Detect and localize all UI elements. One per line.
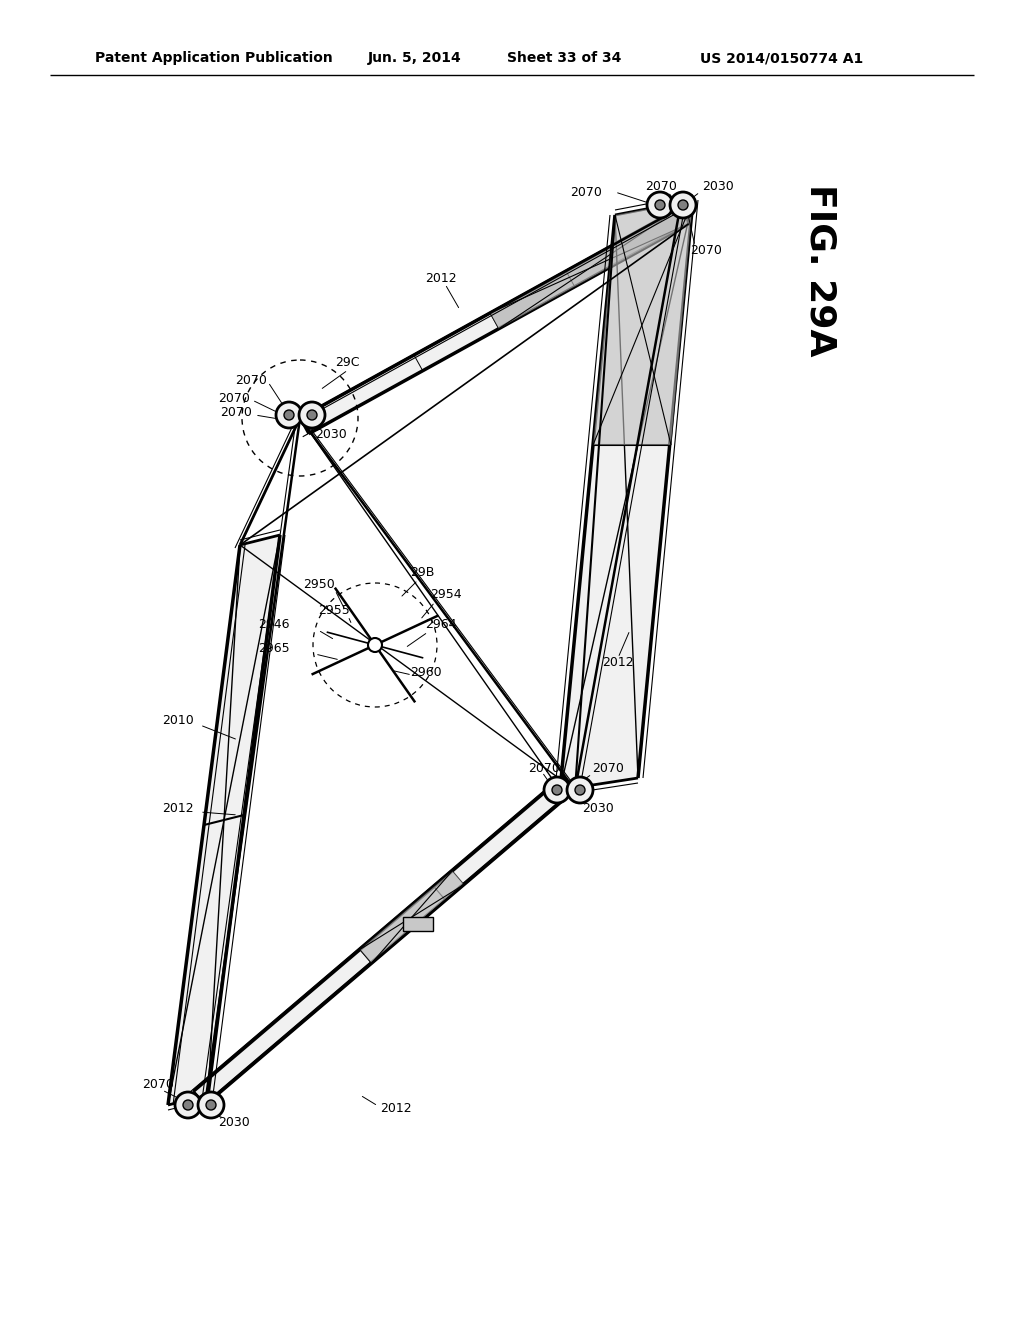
Text: 2965: 2965 (258, 642, 290, 655)
Text: 2010: 2010 (162, 714, 194, 726)
Text: Sheet 33 of 34: Sheet 33 of 34 (507, 51, 622, 65)
Circle shape (307, 411, 317, 420)
Circle shape (678, 201, 688, 210)
Text: 2954: 2954 (430, 589, 462, 602)
Circle shape (575, 785, 585, 795)
Text: 2030: 2030 (582, 801, 613, 814)
Circle shape (655, 201, 665, 210)
Circle shape (198, 1092, 224, 1118)
Text: 2070: 2070 (234, 374, 267, 387)
Polygon shape (168, 535, 280, 1105)
Circle shape (670, 191, 696, 218)
Text: 2946: 2946 (258, 619, 290, 631)
Text: 2012: 2012 (425, 272, 457, 285)
Circle shape (276, 403, 302, 428)
Text: 2012: 2012 (602, 656, 634, 668)
Bar (402, 917, 433, 931)
Circle shape (175, 1092, 201, 1118)
Circle shape (368, 638, 382, 652)
Circle shape (183, 1100, 193, 1110)
Text: 29B: 29B (410, 565, 434, 578)
Circle shape (284, 411, 294, 420)
Circle shape (552, 785, 562, 795)
Text: 29C: 29C (335, 355, 359, 368)
Text: 2012: 2012 (380, 1101, 412, 1114)
Text: US 2014/0150774 A1: US 2014/0150774 A1 (700, 51, 863, 65)
Text: 2030: 2030 (702, 180, 734, 193)
Text: 2070: 2070 (218, 392, 250, 404)
Polygon shape (194, 776, 575, 1105)
Text: 2030: 2030 (315, 429, 347, 441)
Text: 2030: 2030 (218, 1115, 250, 1129)
Text: 2070: 2070 (570, 186, 602, 198)
Circle shape (206, 1100, 216, 1110)
Circle shape (567, 777, 593, 803)
Text: 2070: 2070 (592, 762, 624, 775)
Polygon shape (490, 209, 689, 329)
Text: 2012: 2012 (162, 801, 194, 814)
Text: 2070: 2070 (690, 243, 722, 256)
Text: 2955: 2955 (318, 603, 350, 616)
Polygon shape (359, 871, 464, 964)
Text: 2960: 2960 (410, 665, 441, 678)
Text: 2070: 2070 (220, 407, 252, 420)
Circle shape (544, 777, 570, 803)
Circle shape (647, 191, 673, 218)
Text: 2070: 2070 (528, 762, 560, 775)
Text: FIG. 29A: FIG. 29A (803, 183, 837, 356)
Text: Patent Application Publication: Patent Application Publication (95, 51, 333, 65)
Polygon shape (560, 201, 693, 789)
Text: Jun. 5, 2014: Jun. 5, 2014 (368, 51, 462, 65)
Text: 2950: 2950 (303, 578, 335, 591)
Text: 2070: 2070 (645, 180, 677, 193)
Text: 2070: 2070 (142, 1078, 174, 1092)
Text: 2964: 2964 (425, 619, 457, 631)
Polygon shape (593, 201, 693, 445)
Circle shape (299, 403, 325, 428)
Polygon shape (300, 209, 689, 434)
